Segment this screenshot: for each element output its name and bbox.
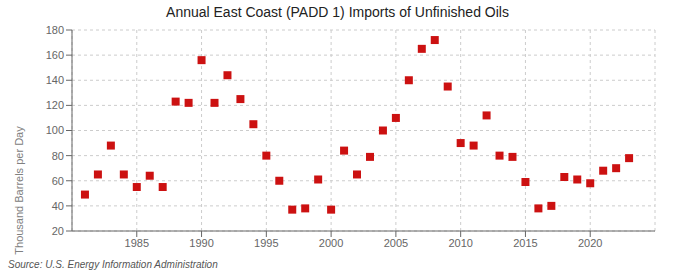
svg-text:1995: 1995	[254, 237, 278, 249]
svg-text:20: 20	[52, 225, 64, 237]
svg-text:2015: 2015	[513, 237, 537, 249]
svg-text:120: 120	[46, 99, 64, 111]
svg-text:140: 140	[46, 74, 64, 86]
svg-text:2010: 2010	[448, 237, 472, 249]
svg-text:100: 100	[46, 124, 64, 136]
svg-text:160: 160	[46, 49, 64, 61]
svg-text:Thousand Barrels per Day: Thousand Barrels per Day	[13, 126, 25, 255]
svg-text:40: 40	[52, 200, 64, 212]
svg-text:180: 180	[46, 24, 64, 36]
svg-text:2000: 2000	[319, 237, 343, 249]
svg-text:1985: 1985	[125, 237, 149, 249]
svg-text:60: 60	[52, 175, 64, 187]
svg-text:80: 80	[52, 150, 64, 162]
svg-text:1990: 1990	[189, 237, 213, 249]
svg-text:2005: 2005	[384, 237, 408, 249]
html-text:Source: U.S. Energy Informatio: Source: U.S. Energy Information Administ…	[8, 259, 218, 270]
svg-text:2020: 2020	[578, 237, 602, 249]
html-text:Annual East Coast (PADD 1) Imp: Annual East Coast (PADD 1) Imports of Un…	[166, 4, 509, 20]
